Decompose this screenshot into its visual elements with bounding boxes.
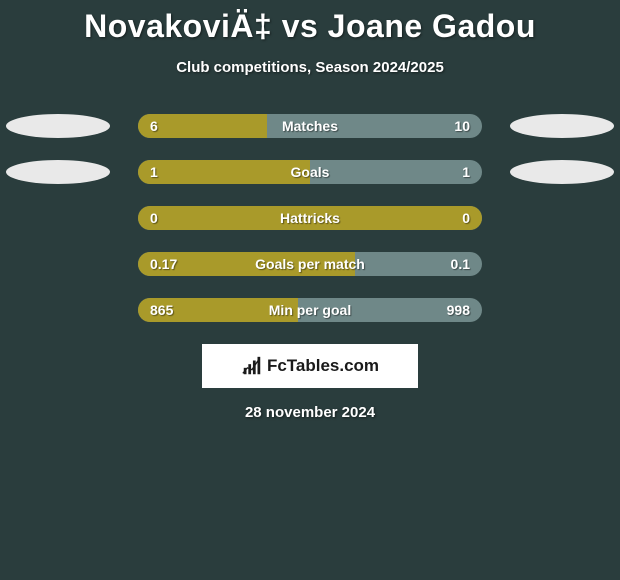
stat-row: 1Goals1 — [0, 160, 620, 184]
left-ellipse-spacer — [6, 298, 110, 322]
right-value: 0.1 — [451, 252, 470, 276]
right-value: 998 — [447, 298, 470, 322]
metric-label: Min per goal — [138, 298, 482, 322]
left-ellipse-spacer — [6, 252, 110, 276]
date-label: 28 november 2024 — [0, 404, 620, 421]
stat-bar: 1Goals1 — [138, 160, 482, 184]
right-value: 1 — [462, 160, 470, 184]
stat-bar: 0.17Goals per match0.1 — [138, 252, 482, 276]
stat-bar: 0Hattricks0 — [138, 206, 482, 230]
brand-badge[interactable]: FcTables.com — [202, 344, 418, 388]
stat-row: 0Hattricks0 — [0, 206, 620, 230]
right-value: 0 — [462, 206, 470, 230]
stat-row: 6Matches10 — [0, 114, 620, 138]
metric-label: Goals per match — [138, 252, 482, 276]
left-ellipse — [6, 160, 110, 184]
comparison-panel: NovakoviÄ‡ vs Joane Gadou Club competiti… — [0, 0, 620, 421]
stat-row: 0.17Goals per match0.1 — [0, 252, 620, 276]
right-value: 10 — [454, 114, 470, 138]
right-ellipse — [510, 160, 614, 184]
stat-row: 865Min per goal998 — [0, 298, 620, 322]
brand-label: FcTables.com — [267, 356, 379, 376]
stat-rows: 6Matches101Goals10Hattricks00.17Goals pe… — [0, 114, 620, 322]
page-title: NovakoviÄ‡ vs Joane Gadou — [0, 8, 620, 45]
metric-label: Goals — [138, 160, 482, 184]
stat-bar: 6Matches10 — [138, 114, 482, 138]
right-ellipse-spacer — [510, 298, 614, 322]
left-ellipse — [6, 114, 110, 138]
left-ellipse-spacer — [6, 206, 110, 230]
right-ellipse — [510, 114, 614, 138]
right-ellipse-spacer — [510, 252, 614, 276]
right-ellipse-spacer — [510, 206, 614, 230]
metric-label: Hattricks — [138, 206, 482, 230]
subtitle: Club competitions, Season 2024/2025 — [0, 59, 620, 76]
metric-label: Matches — [138, 114, 482, 138]
stat-bar: 865Min per goal998 — [138, 298, 482, 322]
bar-chart-icon — [241, 355, 263, 377]
